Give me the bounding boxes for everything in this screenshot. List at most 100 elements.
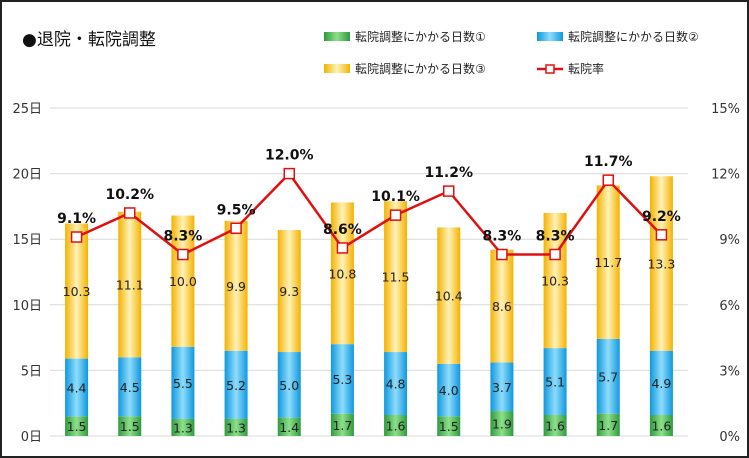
segment-label: 4.0: [439, 383, 459, 398]
chart-title: ●退院・転院調整: [22, 30, 156, 50]
rate-point: [602, 174, 614, 186]
bar-segment: [649, 415, 673, 436]
bar-segment: [118, 416, 142, 436]
legend-label: 転院調整にかかる日数③: [355, 61, 486, 76]
legend-label: 転院調整にかかる日数①: [355, 29, 486, 44]
segment-label: 9.3: [279, 284, 299, 299]
segment-label: 11.1: [116, 277, 144, 292]
bar-segment: [437, 416, 461, 436]
segment-label: 5.7: [598, 369, 618, 384]
segment-labels: 1.5 4.4 10.3 1.5 4.5 11.1 1.3 5.5 10.0 1.3 5.2 9.9 1…: [63, 255, 676, 435]
bar-segment: [65, 358, 89, 417]
bar-segment: [224, 418, 248, 436]
segment-label: 1.5: [439, 419, 459, 434]
bar-segment: [596, 413, 620, 436]
segment-label: 11.5: [382, 270, 410, 285]
rate-point: [70, 231, 83, 243]
segment-label: 8.6: [492, 299, 512, 314]
bar-segment: [65, 416, 89, 436]
bar-segment: [277, 352, 301, 418]
bar-segment: [490, 411, 514, 436]
segment-label: 11.7: [594, 255, 622, 270]
rate-label: 9.1%: [57, 211, 96, 227]
segment-label: 1.7: [598, 418, 618, 433]
bar-segment: [596, 338, 620, 414]
bar-segment: [384, 201, 408, 353]
bar-segment: [649, 176, 673, 351]
segment-label: 5.5: [173, 376, 193, 391]
segment-label: 10.3: [63, 284, 91, 299]
legend-label: 転院率: [568, 61, 604, 76]
y-axis-left: 0日 5日 10日 15日 20日 25日: [12, 102, 42, 445]
rate-point: [549, 248, 561, 261]
y-left-tick-label: 15日: [12, 233, 42, 248]
y-left-tick-label: 10日: [12, 299, 42, 314]
legend-label: 転院調整にかかる日数②: [568, 29, 699, 44]
bar-segment: [65, 223, 89, 359]
segment-label: 1.6: [386, 419, 406, 434]
segment-label: 13.3: [647, 256, 675, 271]
bar-segment: [384, 352, 408, 416]
bar-segment: [543, 348, 567, 416]
rate-point: [283, 167, 295, 180]
rate-label: 8.3%: [483, 229, 522, 245]
bar-segment: [224, 220, 248, 351]
segment-label: 1.6: [545, 419, 565, 434]
segment-label: 4.5: [120, 380, 140, 395]
rate-point: [389, 209, 402, 221]
legend-swatch: [324, 32, 350, 41]
bar-segment: [224, 350, 248, 419]
segment-label: 3.7: [492, 380, 512, 395]
bar-segment: [490, 362, 514, 412]
segment-label: 1.7: [332, 418, 352, 433]
bar-segment: [118, 357, 142, 417]
y-right-tick-label: 9%: [719, 233, 740, 248]
rate-label: 12.0%: [265, 148, 314, 164]
y-right-tick-label: 12%: [711, 168, 740, 183]
bar-segment: [171, 215, 195, 347]
bar-segment: [277, 230, 301, 353]
segment-label: 10.8: [328, 266, 356, 281]
rate-labels: 9.1% 10.2% 8.3% 9.5% 12.0% 8.6% 10.1%11.2% 8.3%…: [57, 148, 681, 245]
bar-segment: [649, 350, 673, 416]
rate-point: [496, 248, 508, 261]
legend-swatch: [537, 32, 563, 41]
rate-label: 9.2%: [642, 209, 681, 225]
segment-label: 1.5: [120, 419, 140, 434]
y-left-tick-label: 25日: [12, 102, 42, 117]
bar-segment: [384, 415, 408, 436]
legend-marker: [545, 64, 555, 74]
segment-label: 1.9: [492, 417, 512, 432]
y-right-tick-label: 0%: [719, 430, 740, 445]
rate-point: [336, 242, 349, 254]
y-left-tick-label: 20日: [12, 168, 42, 183]
legend-swatch: [324, 64, 350, 73]
bar-segment: [171, 418, 195, 436]
bar-segment: [437, 363, 461, 417]
rate-label: 9.5%: [217, 202, 256, 218]
segment-label: 4.4: [67, 380, 87, 395]
bar-segment: [171, 346, 195, 419]
rate-label: 11.7%: [584, 154, 633, 170]
segment-label: 5.0: [279, 378, 299, 393]
bar-segment: [596, 185, 620, 339]
y-axis-right: 0% 3% 6% 9% 12% 15%: [711, 102, 740, 445]
segment-label: 5.1: [545, 375, 565, 390]
y-left-tick-label: 0日: [21, 430, 42, 445]
rate-point: [655, 229, 668, 241]
rate-label: 11.2%: [424, 165, 473, 181]
segment-label: 10.4: [435, 289, 463, 304]
segment-label: 10.3: [541, 274, 569, 289]
bar-segment: [330, 413, 354, 436]
bar-segment: [543, 415, 567, 436]
segment-label: 4.9: [651, 376, 671, 391]
rate-point: [443, 185, 455, 197]
rate-label: 8.3%: [536, 229, 575, 245]
rate-label: 10.1%: [371, 189, 420, 205]
segment-label: 9.9: [226, 279, 246, 294]
bar-segment: [118, 211, 142, 358]
rate-point: [177, 248, 189, 261]
rate-label: 8.3%: [164, 229, 203, 245]
grid: [50, 107, 688, 437]
